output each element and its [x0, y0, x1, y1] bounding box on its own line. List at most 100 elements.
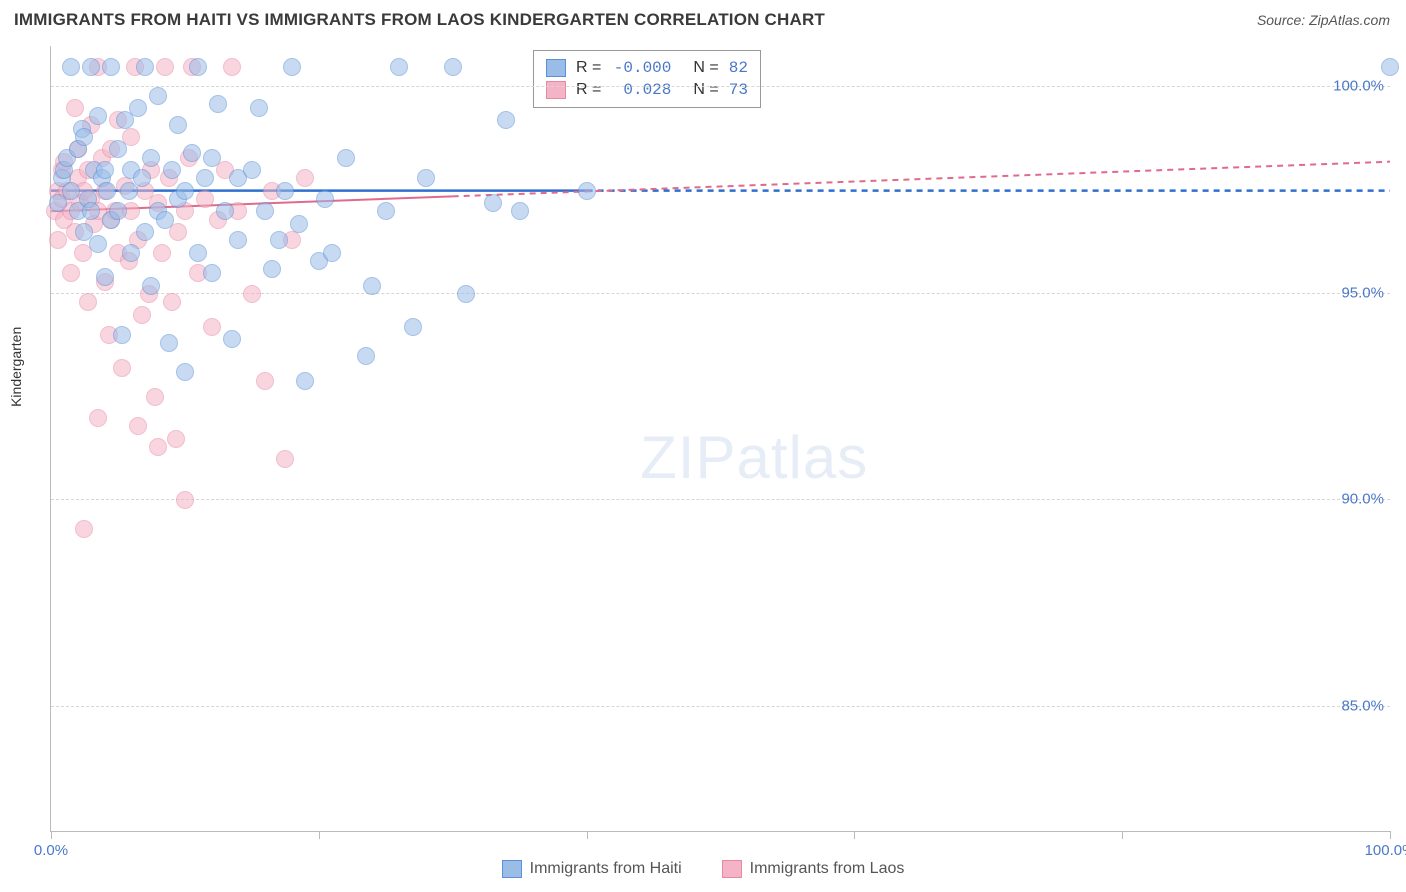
- scatter-point-haiti: [96, 268, 114, 286]
- scatter-point-laos: [66, 99, 84, 117]
- scatter-point-haiti: [183, 144, 201, 162]
- source-attribution: Source: ZipAtlas.com: [1257, 12, 1390, 28]
- legend-swatch: [546, 59, 566, 77]
- x-tick: [1122, 831, 1123, 839]
- scatter-point-haiti: [404, 318, 422, 336]
- scatter-point-haiti: [203, 264, 221, 282]
- x-tick: [51, 831, 52, 839]
- chart-area: Kindergarten ZIPatlas R =-0.000N =82R = …: [50, 46, 1390, 832]
- scatter-point-haiti: [109, 140, 127, 158]
- scatter-point-haiti: [578, 182, 596, 200]
- legend-swatch: [546, 81, 566, 99]
- scatter-point-laos: [149, 438, 167, 456]
- scatter-point-haiti: [223, 330, 241, 348]
- bottom-legend-item-haiti: Immigrants from Haiti: [502, 860, 682, 878]
- scatter-point-haiti: [163, 161, 181, 179]
- scatter-point-laos: [276, 450, 294, 468]
- legend-row-laos: R = 0.028N =73: [546, 79, 748, 101]
- scatter-point-laos: [256, 372, 274, 390]
- scatter-point-haiti: [316, 190, 334, 208]
- legend-n-value: 73: [729, 81, 748, 99]
- legend-swatch: [722, 860, 742, 878]
- scatter-point-laos: [133, 306, 151, 324]
- scatter-point-haiti: [102, 58, 120, 76]
- scatter-point-haiti: [337, 149, 355, 167]
- legend-r-value: 0.028: [611, 81, 671, 99]
- y-tick-label: 100.0%: [1333, 78, 1384, 95]
- x-tick: [587, 831, 588, 839]
- scatter-point-laos: [129, 417, 147, 435]
- scatter-point-haiti: [296, 372, 314, 390]
- scatter-point-haiti: [377, 202, 395, 220]
- scatter-point-laos: [176, 491, 194, 509]
- scatter-point-haiti: [169, 116, 187, 134]
- scatter-point-haiti: [243, 161, 261, 179]
- scatter-point-haiti: [136, 223, 154, 241]
- scatter-point-haiti: [497, 111, 515, 129]
- scatter-point-laos: [62, 264, 80, 282]
- scatter-point-laos: [49, 231, 67, 249]
- scatter-point-haiti: [229, 231, 247, 249]
- legend-n-label: N =: [693, 81, 718, 99]
- scatter-point-laos: [169, 223, 187, 241]
- scatter-point-haiti: [196, 169, 214, 187]
- scatter-point-laos: [196, 190, 214, 208]
- scatter-point-laos: [203, 318, 221, 336]
- scatter-point-haiti: [1381, 58, 1399, 76]
- correlation-legend: R =-0.000N =82R = 0.028N =73: [533, 50, 761, 108]
- scatter-point-laos: [167, 430, 185, 448]
- scatter-point-haiti: [444, 58, 462, 76]
- scatter-point-haiti: [256, 202, 274, 220]
- scatter-point-laos: [75, 520, 93, 538]
- series-legend: Immigrants from Haiti Immigrants from Lao…: [0, 860, 1406, 878]
- bottom-legend-label: Immigrants from Laos: [750, 860, 905, 878]
- scatter-point-haiti: [142, 277, 160, 295]
- scatter-point-haiti: [176, 182, 194, 200]
- scatter-point-haiti: [417, 169, 435, 187]
- scatter-point-haiti: [62, 58, 80, 76]
- scatter-point-haiti: [96, 161, 114, 179]
- scatter-point-haiti: [160, 334, 178, 352]
- legend-r-label: R =: [576, 59, 601, 77]
- scatter-point-haiti: [75, 128, 93, 146]
- legend-r-value: -0.000: [611, 59, 671, 77]
- x-tick: [854, 831, 855, 839]
- legend-swatch: [502, 860, 522, 878]
- scatter-point-laos: [113, 359, 131, 377]
- header: IMMIGRANTS FROM HAITI VS IMMIGRANTS FROM…: [0, 0, 1406, 36]
- scatter-point-laos: [89, 409, 107, 427]
- scatter-point-haiti: [457, 285, 475, 303]
- scatter-point-laos: [243, 285, 261, 303]
- scatter-point-haiti: [276, 182, 294, 200]
- legend-n-label: N =: [693, 59, 718, 77]
- scatter-point-laos: [163, 293, 181, 311]
- x-tick: [1390, 831, 1391, 839]
- scatter-point-laos: [153, 244, 171, 262]
- y-tick-label: 85.0%: [1341, 697, 1384, 714]
- scatter-point-haiti: [290, 215, 308, 233]
- gridline: [51, 499, 1390, 500]
- scatter-point-haiti: [357, 347, 375, 365]
- scatter-point-haiti: [89, 107, 107, 125]
- x-tick: [319, 831, 320, 839]
- chart-title: IMMIGRANTS FROM HAITI VS IMMIGRANTS FROM…: [14, 10, 825, 30]
- scatter-point-haiti: [82, 202, 100, 220]
- scatter-point-haiti: [109, 202, 127, 220]
- scatter-point-haiti: [250, 99, 268, 117]
- x-tick-label: 100.0%: [1365, 842, 1406, 859]
- scatter-point-haiti: [270, 231, 288, 249]
- scatter-point-haiti: [283, 58, 301, 76]
- scatter-point-haiti: [156, 211, 174, 229]
- bottom-legend-label: Immigrants from Haiti: [530, 860, 682, 878]
- scatter-point-haiti: [203, 149, 221, 167]
- scatter-point-haiti: [142, 149, 160, 167]
- scatter-point-laos: [296, 169, 314, 187]
- scatter-point-haiti: [113, 326, 131, 344]
- scatter-point-haiti: [390, 58, 408, 76]
- scatter-point-haiti: [176, 363, 194, 381]
- y-tick-label: 90.0%: [1341, 491, 1384, 508]
- scatter-point-haiti: [323, 244, 341, 262]
- scatter-point-haiti: [189, 244, 207, 262]
- scatter-point-haiti: [62, 182, 80, 200]
- y-axis-label: Kindergarten: [8, 327, 24, 407]
